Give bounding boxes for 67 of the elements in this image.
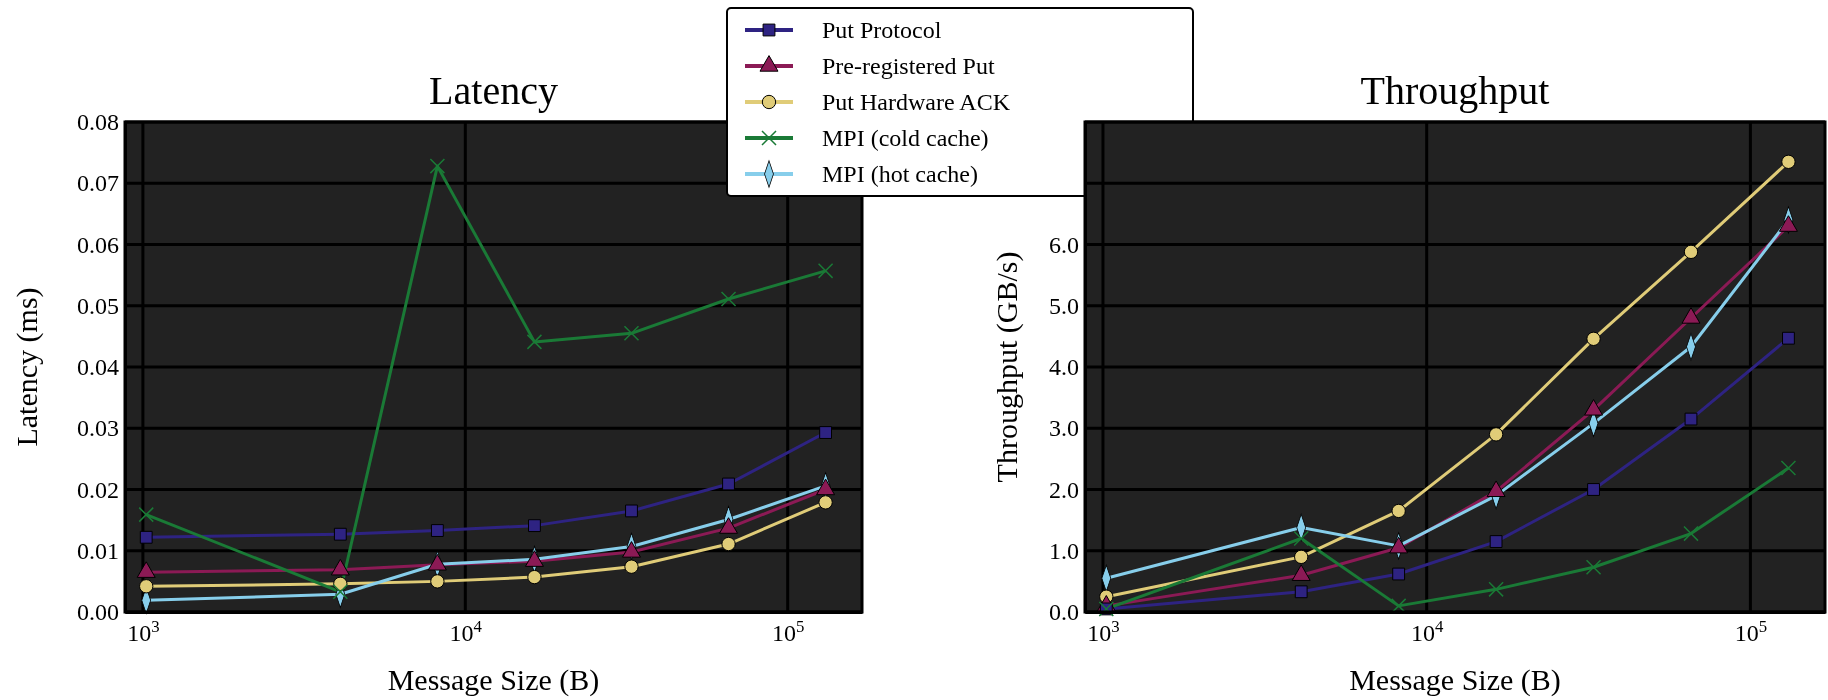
point <box>720 291 737 307</box>
point <box>1683 244 1699 260</box>
point <box>1780 460 1797 476</box>
point <box>1294 585 1308 599</box>
y-tick-label: 3.0 <box>1049 415 1079 442</box>
x-tick-label: 10$^{4}$ <box>1410 616 1444 647</box>
point <box>1488 427 1504 442</box>
point <box>527 569 542 585</box>
point <box>1781 154 1796 169</box>
point <box>1684 412 1698 426</box>
point <box>1585 559 1602 576</box>
point <box>817 263 834 279</box>
x-tick-label: 10$^{3}$ <box>1087 616 1120 647</box>
y-tick-label: 0.0 <box>1049 599 1079 626</box>
point <box>1683 525 1699 542</box>
point <box>1587 483 1600 496</box>
y-tick-label: 6.0 <box>1049 231 1079 258</box>
y-axis-title: Throughput (GB/s) <box>990 251 1024 483</box>
y-tick-label: 0.06 <box>77 231 119 258</box>
y-tick-label: 0.07 <box>77 170 119 197</box>
point <box>1392 567 1406 581</box>
y-tick-label: 0.00 <box>77 599 119 626</box>
y-axis-title: Latency (ms) <box>10 287 44 447</box>
point <box>1294 549 1309 565</box>
chart-title: Latency <box>429 68 558 113</box>
y-tick-label: 1.0 <box>1049 537 1079 564</box>
legend-label: Pre-registered Put <box>822 53 995 79</box>
point <box>818 495 833 510</box>
point <box>429 158 446 174</box>
y-tick-label: 0.02 <box>77 476 119 503</box>
x-tick-label: 10$^{5}$ <box>772 616 805 647</box>
point <box>1489 535 1503 548</box>
x-tick-label: 10$^{5}$ <box>1734 616 1768 647</box>
legend-label: Put Protocol <box>822 17 942 43</box>
point <box>624 559 639 574</box>
y-tick-label: 5.0 <box>1049 292 1079 319</box>
point <box>1782 331 1795 345</box>
x-axis-title: Message Size (B) <box>387 663 600 697</box>
y-tick-label: 0.03 <box>77 415 119 442</box>
y-tick-label: 0.08 <box>77 109 119 136</box>
x-axis-title: Message Size (B) <box>1349 663 1561 697</box>
point <box>1586 331 1601 346</box>
point <box>430 574 445 589</box>
legend-label: MPI (hot cache) <box>822 161 978 187</box>
point <box>332 584 349 600</box>
y-tick-label: 0.04 <box>77 354 119 381</box>
point <box>625 504 638 518</box>
point <box>333 527 347 541</box>
point <box>819 426 832 439</box>
point <box>623 325 640 342</box>
point <box>721 536 736 552</box>
point <box>526 334 543 350</box>
point <box>430 524 444 537</box>
point <box>1488 581 1504 598</box>
y-tick-label: 0.01 <box>77 537 119 564</box>
y-tick-label: 0.05 <box>77 292 119 319</box>
x-tick-label: 10$^{4}$ <box>449 616 483 647</box>
chart-title: Throughput <box>1360 68 1550 113</box>
x-tick-label: 10$^{3}$ <box>127 616 160 647</box>
y-tick-label: 4.0 <box>1049 354 1079 381</box>
legend-label: MPI (cold cache) <box>822 125 989 151</box>
point <box>528 519 541 533</box>
legend-label: Put Hardware ACK <box>822 89 1011 115</box>
y-tick-label: 2.0 <box>1049 476 1079 503</box>
point <box>1391 503 1406 519</box>
point <box>1293 530 1309 547</box>
point <box>722 477 735 491</box>
